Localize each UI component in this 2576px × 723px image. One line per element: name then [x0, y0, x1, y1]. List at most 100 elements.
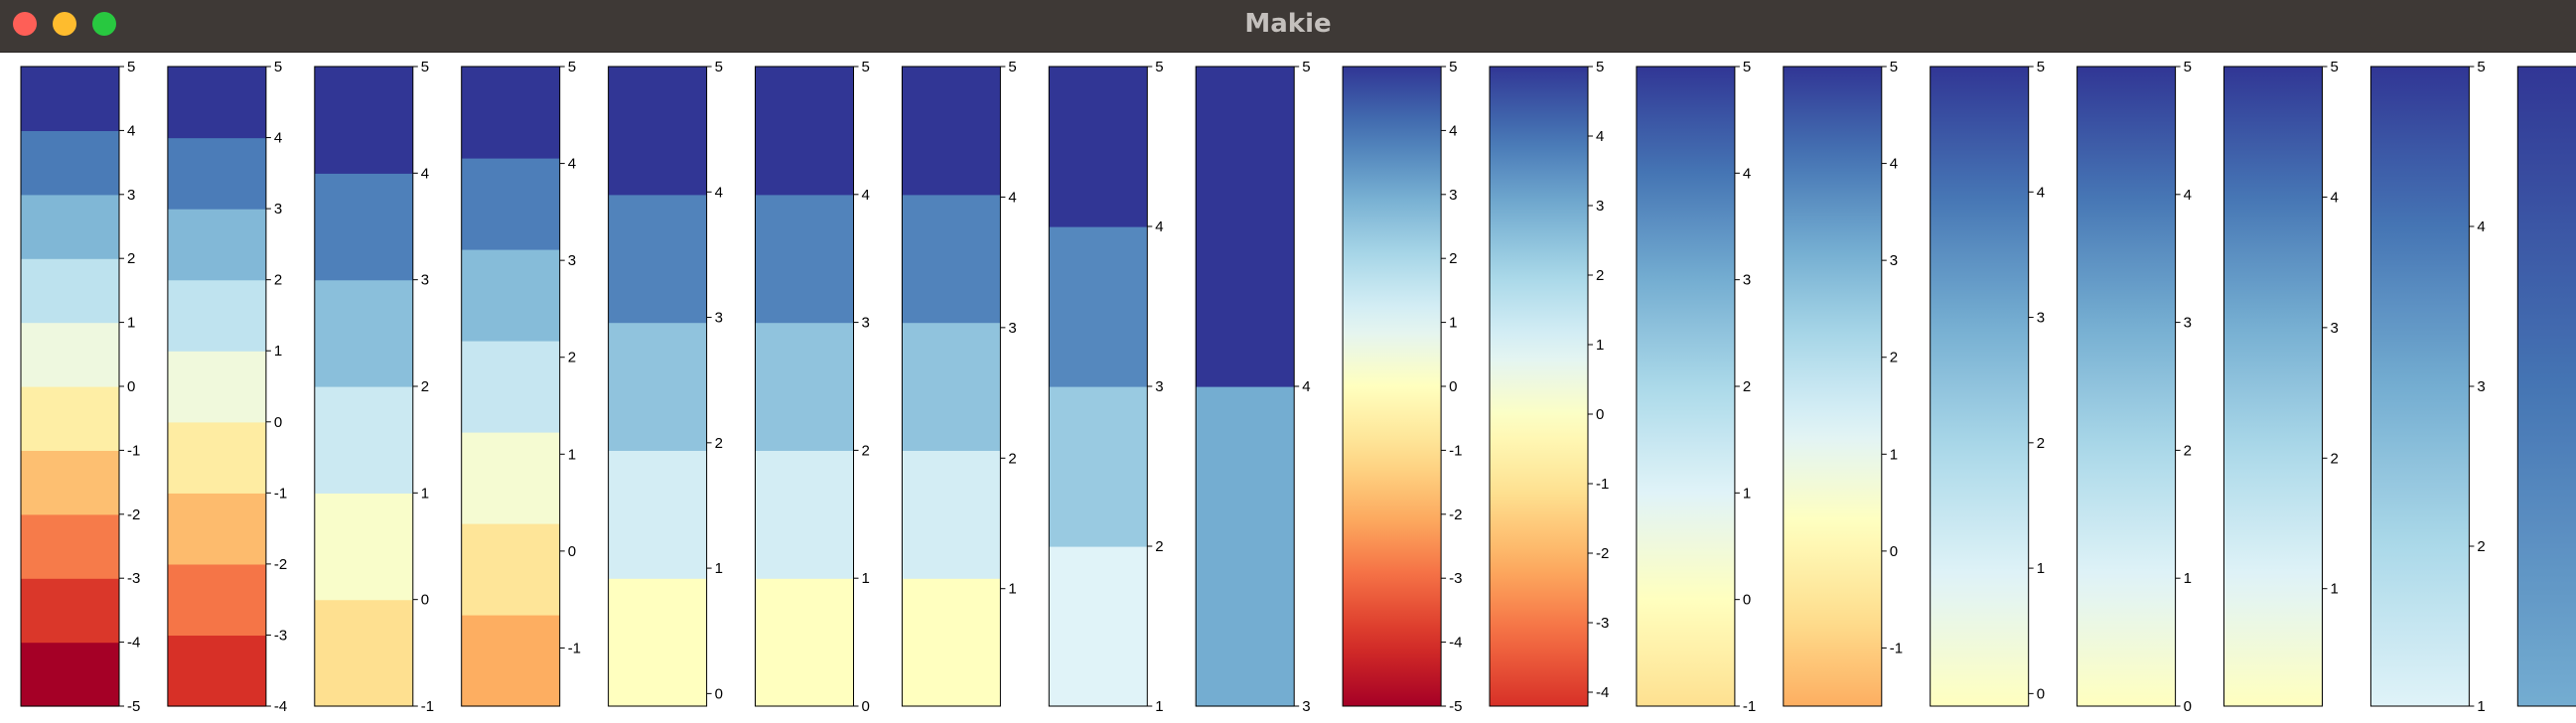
colorbar-bin: [167, 209, 266, 281]
figure-canvas: -5-4-3-2-1012345-4-3-2-1012345-1012345-1…: [20, 59, 2576, 715]
colorbar-3: -1 0 1 2 3 4 5: [314, 59, 434, 715]
colorbar-tick-label: 1: [2477, 698, 2485, 715]
colorbar-tick-label: 2: [1743, 378, 1751, 395]
colorbar-bin: [21, 386, 119, 451]
colorbar-tick-label: 0: [1743, 592, 1751, 609]
colorbar-bin: [21, 258, 119, 324]
colorbar-tick-label: 5: [1743, 59, 1751, 75]
colorbar-bin: [167, 563, 266, 637]
colorbar-outline: [608, 66, 708, 707]
colorbar-tick-label: 4: [2037, 184, 2045, 201]
colorbar-8: 1 2 3 4 5: [1048, 59, 1164, 715]
colorbar-tick-label: -3: [274, 627, 287, 644]
colorbar-15: 0 1 2 3 4 5: [2076, 59, 2192, 715]
colorbar-bin: [755, 450, 854, 579]
colorbar-tick-label: 3: [421, 272, 429, 289]
colorbar-gradient: [1490, 67, 1588, 706]
colorbar-tick-label: 5: [2184, 59, 2192, 75]
colorbar-9: 3 4 5: [1195, 59, 1311, 715]
colorbar-tick-label: -3: [127, 570, 140, 587]
colorbar-tick-label: 4: [715, 184, 723, 201]
colorbar-tick-label: 0: [127, 378, 135, 395]
colorbar-tick-label: 0: [568, 543, 576, 560]
colorbar-14: 0 1 2 3 4 5: [1930, 59, 2045, 707]
colorbar-tick-label: 0: [1890, 543, 1898, 560]
colorbar-tick-label: -1: [1449, 442, 1462, 459]
colorbar-tick-label: 4: [1890, 156, 1898, 173]
colorbar-tick-label: 1: [2331, 581, 2339, 598]
colorbar-tick-label: 1: [1008, 581, 1016, 598]
colorbar-tick-label: 4: [421, 165, 429, 182]
colorbar-tick-label: 2: [2331, 450, 2339, 467]
colorbar-tick-label: 0: [862, 698, 870, 715]
colorbar-tick-label: 5: [1155, 59, 1163, 75]
colorbar-tick-label: 3: [1743, 272, 1751, 289]
colorbar-tick-label: 0: [715, 685, 723, 702]
colorbar-tick-label: 3: [127, 187, 135, 204]
colorbar-tick-label: -1: [421, 698, 434, 715]
colorbar-tick-label: -2: [274, 556, 287, 573]
colorbar-bin: [1049, 226, 1148, 387]
colorbar-bin: [167, 279, 266, 352]
colorbar-bin: [167, 67, 266, 139]
colorbar-bin: [755, 322, 854, 451]
minimize-window-button[interactable]: [53, 12, 76, 36]
colorbar-tick-label: -4: [1449, 635, 1462, 651]
colorbar-tick-label: 4: [2477, 218, 2485, 235]
colorbar-tick-label: -2: [127, 506, 140, 523]
colorbar-tick-label: 3: [2477, 378, 2485, 395]
colorbar-tick-label: 3: [1449, 187, 1457, 204]
colorbar-17: 1 2 3 4 5: [2369, 59, 2486, 715]
colorbar-tick-label: 4: [1743, 165, 1751, 182]
colorbar-tick-label: 1: [1596, 337, 1604, 354]
colorbar-tick-label: -2: [1596, 545, 1609, 562]
colorbar-tick-label: -2: [1449, 506, 1462, 523]
colorbar-tick-label: 2: [274, 272, 282, 289]
colorbar-tick-label: 3: [1008, 320, 1016, 337]
colorbar-tick-label: -1: [568, 640, 581, 656]
colorbar-tick-label: 3: [2184, 315, 2192, 332]
colorbar-tick-label: 3: [274, 201, 282, 217]
colorbar-tick-label: 3: [1155, 378, 1163, 395]
colorbar-gradient: [1930, 67, 2029, 706]
colorbar-tick-label: 3: [862, 315, 870, 332]
colorbar-bin: [167, 137, 266, 210]
zoom-window-button[interactable]: [92, 12, 116, 36]
colorbar-bin: [314, 386, 413, 494]
colorbar-tick-label: 5: [1008, 59, 1016, 75]
colorbar-tick-label: 5: [1449, 59, 1457, 75]
colorbar-outline: [1783, 66, 1883, 707]
colorbar-tick-label: -3: [1596, 615, 1609, 632]
window-titlebar[interactable]: Makie: [0, 0, 2576, 53]
colorbar-bin: [461, 432, 560, 524]
colorbar-tick-label: 0: [2184, 698, 2192, 715]
colorbar-tick-label: 2: [568, 350, 576, 366]
colorbar-bin: [21, 450, 119, 515]
colorbar-tick-label: 4: [862, 187, 870, 204]
close-window-button[interactable]: [13, 12, 37, 36]
colorbar-13: -1 0 1 2 3 4 5: [1783, 59, 1903, 707]
colorbar-tick-label: 4: [2184, 187, 2192, 204]
colorbar-bin: [1196, 386, 1295, 707]
colorbar-bin: [902, 450, 1001, 579]
colorbar-tick-label: 5: [127, 59, 135, 75]
colorbar-bin: [461, 523, 560, 616]
colorbar-tick-label: 5: [715, 59, 723, 75]
colorbar-bin: [461, 158, 560, 250]
colorbar-tick-label: 5: [2037, 59, 2045, 75]
colorbar-gradient: [2370, 67, 2470, 706]
colorbar-16: 1 2 3 4 5: [2223, 59, 2339, 707]
colorbar-6: 0 1 2 3 4 5: [755, 59, 870, 715]
colorbar-bin: [461, 249, 560, 342]
colorbar-bin: [461, 341, 560, 433]
colorbar-tick-label: 2: [715, 435, 723, 452]
colorbar-bin: [167, 635, 266, 707]
colorbar-tick-label: 1: [1743, 485, 1751, 502]
colorbar-bin: [755, 67, 854, 196]
colorbar-tick-label: 5: [1302, 59, 1310, 75]
colorbar-tick-label: 3: [1302, 698, 1310, 715]
colorbar-bin: [608, 578, 707, 707]
colorbar-tick-label: -1: [127, 442, 140, 459]
colorbar-tick-label: -4: [274, 698, 287, 715]
colorbar-tick-label: 1: [862, 570, 870, 587]
